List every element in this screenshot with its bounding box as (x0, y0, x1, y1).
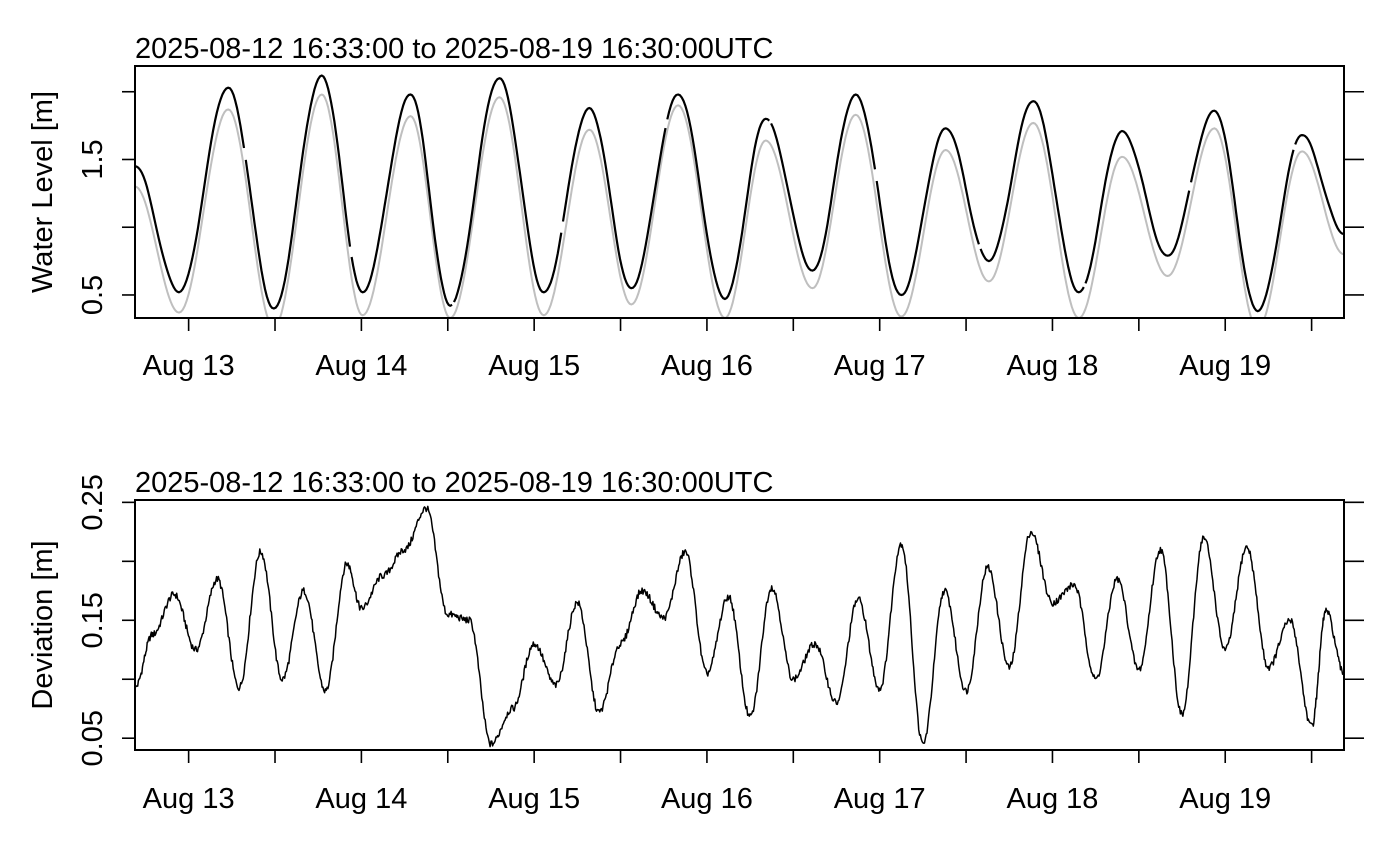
series-line-0-segment-1 (244, 74, 352, 310)
plot-frame (134, 499, 1345, 751)
series-line-0-segment-7 (875, 127, 980, 297)
x-tick-label: Aug 15 (488, 350, 580, 382)
y-axis-label: Deviation [m] (27, 540, 59, 709)
plot-frame (134, 65, 1345, 319)
y-tick-label: 0.5 (77, 275, 109, 315)
series-line-1-segment-0 (135, 93, 1344, 318)
x-tick-label: Aug 19 (1179, 783, 1271, 815)
deviation-panel: Aug 13 Aug 14 Aug 15 Aug 16 Aug 17 Aug 18 Aug … (27, 467, 1364, 815)
series-line-0-segment-11 (1294, 134, 1344, 236)
series-line-0-segment-10 (1189, 109, 1295, 313)
x-tick-label: Aug 19 (1179, 350, 1271, 382)
series-line-0-segment-8 (979, 100, 1085, 294)
water-level-panel: Aug 13 Aug 14 Aug 15 Aug 16 Aug 17 Aug 18 Aug … (27, 33, 1364, 382)
x-tick-label: Aug 14 (315, 350, 407, 382)
series-line-0-segment-0 (135, 86, 246, 294)
x-tick-label: Aug 17 (834, 783, 926, 815)
series-line-0-segment-9 (1084, 129, 1191, 284)
plot-area (135, 74, 1344, 318)
plot-area (135, 505, 1344, 748)
series-line-0-segment-4 (561, 106, 667, 290)
x-tick-label: Aug 17 (834, 350, 926, 382)
y-tick-label: 0.15 (77, 592, 109, 648)
x-tick-label: Aug 15 (488, 783, 580, 815)
y-tick-label: 0.25 (77, 474, 109, 530)
x-tick-label: Aug 16 (661, 783, 753, 815)
series-line-0-segment-2 (350, 93, 453, 307)
y-axis-label: Water Level [m] (27, 91, 59, 293)
y-tick-label: 0.05 (77, 710, 109, 766)
series-line-0-segment-0 (135, 505, 1344, 748)
chart-title: 2025-08-12 16:33:00 to 2025-08-19 16:30:… (135, 467, 773, 499)
y-tick-label: 1.5 (77, 139, 109, 179)
x-tick-label: Aug 16 (661, 350, 753, 382)
x-tick-label: Aug 13 (143, 783, 235, 815)
x-tick-label: Aug 18 (1006, 350, 1098, 382)
x-tick-label: Aug 14 (315, 783, 407, 815)
x-tick-label: Aug 18 (1006, 783, 1098, 815)
series-line-0-segment-5 (666, 93, 771, 301)
chart-title: 2025-08-12 16:33:00 to 2025-08-19 16:30:… (135, 33, 773, 65)
series-line-0-segment-3 (452, 77, 563, 303)
x-tick-label: Aug 13 (143, 350, 235, 382)
series-line-0-segment-6 (770, 93, 877, 272)
